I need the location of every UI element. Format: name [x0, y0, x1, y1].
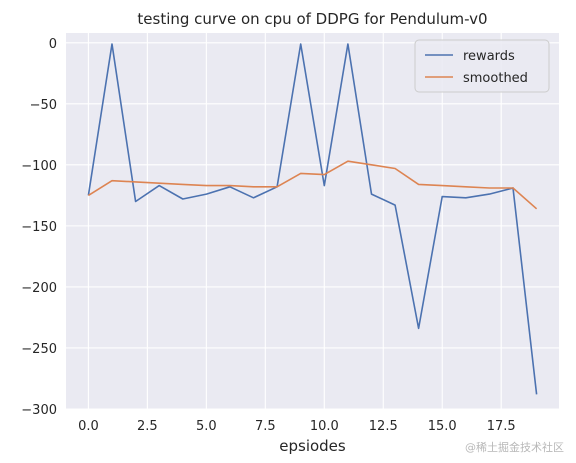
watermark: @稀土掘金技术社区	[465, 441, 564, 454]
x-tick-label: 15.0	[428, 419, 457, 434]
chart-title: testing curve on cpu of DDPG for Pendulu…	[137, 10, 487, 28]
y-tick-label: −150	[21, 220, 57, 235]
x-axis-label: epsiodes	[279, 437, 346, 455]
x-tick-label: 0.0	[78, 419, 99, 434]
x-tick-label: 2.5	[137, 419, 158, 434]
y-tick-label: −100	[21, 159, 57, 174]
series-line-smoothed	[87, 160, 538, 210]
x-tick-label: 10.0	[310, 419, 339, 434]
y-tick-label: 0	[49, 37, 57, 52]
legend-label: rewards	[463, 49, 515, 64]
y-tick-label: −50	[30, 98, 57, 113]
legend: rewards smoothed	[414, 39, 550, 93]
x-tick-label: 12.5	[369, 419, 398, 434]
plot-area	[66, 33, 559, 409]
legend-box	[414, 39, 550, 93]
y-tick-label: −250	[21, 342, 57, 357]
y-tick-label: −200	[21, 281, 57, 296]
legend-label: smoothed	[463, 71, 528, 86]
x-tick-label: 7.5	[255, 419, 276, 434]
x-tick-label: 5.0	[196, 419, 217, 434]
series-line-rewards	[87, 43, 538, 395]
x-tick-label: 17.5	[487, 419, 516, 434]
y-tick-label: −300	[21, 403, 57, 418]
